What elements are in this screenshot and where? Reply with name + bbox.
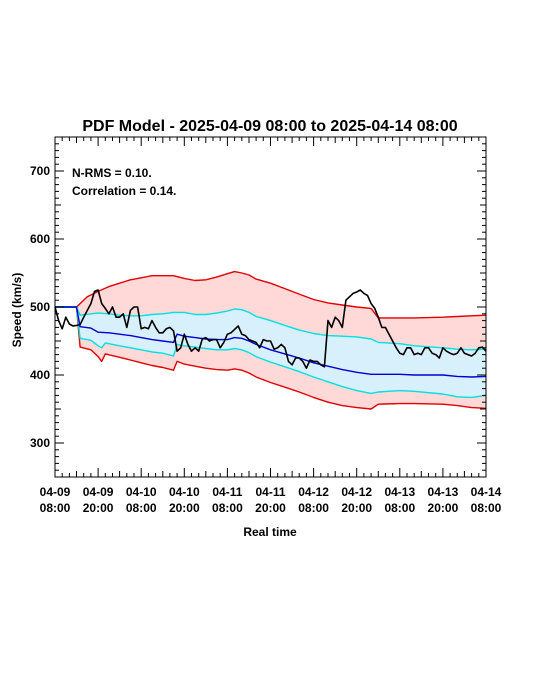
y-tick-label: 600 — [30, 232, 50, 246]
x-tick-time: 08:00 — [471, 501, 502, 515]
annotation-correlation: Correlation = 0.14. — [72, 184, 176, 198]
outer-lower-line — [55, 306, 487, 410]
x-tick-date: 04-12 — [341, 485, 372, 499]
observed-speed-line — [54, 289, 487, 370]
x-tick-date: 04-14 — [471, 485, 502, 499]
x-tick-date: 04-09 — [40, 485, 71, 499]
x-tick-time: 08:00 — [212, 501, 243, 515]
x-axis-label: Real time — [243, 525, 297, 539]
inner-upper-line — [55, 306, 487, 351]
x-tick-date: 04-10 — [126, 485, 157, 499]
inner-lower-line — [55, 306, 487, 399]
x-tick-date: 04-10 — [169, 485, 200, 499]
x-tick-time: 20:00 — [169, 501, 200, 515]
x-tick-time: 20:00 — [83, 501, 114, 515]
series-lines — [54, 270, 487, 410]
x-tick-date: 04-13 — [384, 485, 415, 499]
x-tick-date: 04-13 — [428, 485, 459, 499]
x-tick-date: 04-11 — [212, 485, 242, 499]
x-tick-time: 08:00 — [126, 501, 157, 515]
x-tick-time: 08:00 — [40, 501, 71, 515]
y-tick-label: 700 — [30, 164, 50, 178]
x-tick-time: 20:00 — [428, 501, 459, 515]
y-tick-label: 400 — [30, 368, 50, 382]
x-tick-time: 08:00 — [384, 501, 415, 515]
y-tick-label: 500 — [30, 300, 50, 314]
outer-upper-line — [55, 270, 487, 319]
x-tick-date: 04-12 — [298, 485, 329, 499]
y-tick-label: 300 — [30, 436, 50, 450]
chart-title: PDF Model - 2025-04-09 08:00 to 2025-04-… — [82, 118, 457, 135]
median-line — [55, 306, 487, 378]
x-tick-date: 04-09 — [83, 485, 114, 499]
x-tick-time: 08:00 — [298, 501, 329, 515]
annotation-nrms: N-RMS = 0.10. — [72, 166, 152, 180]
x-tick-date: 04-11 — [255, 485, 285, 499]
x-tick-time: 20:00 — [341, 501, 372, 515]
axes: 300 400 500 600 700 04-09 08:00 04-09 20:00 04-10… — [30, 136, 502, 515]
x-tick-time: 20:00 — [255, 501, 286, 515]
y-axis-label: Speed (km/s) — [10, 273, 24, 348]
